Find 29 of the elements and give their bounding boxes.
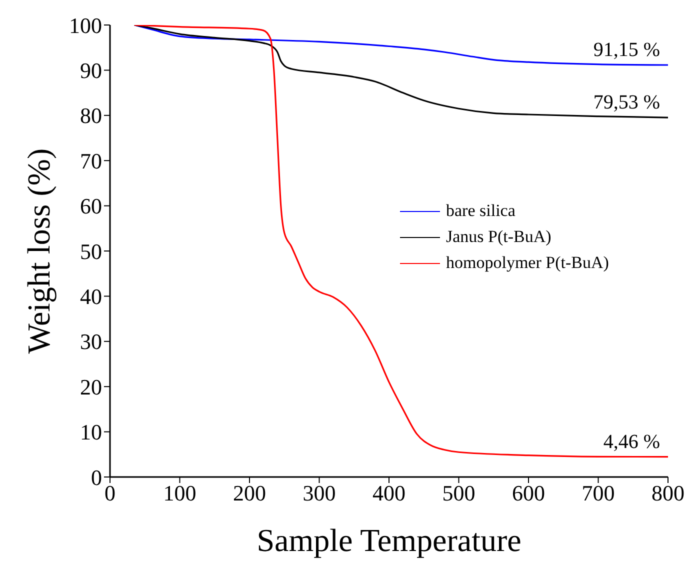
x-tick-label: 500 (442, 480, 476, 506)
y-tick-label: 30 (80, 329, 102, 354)
y-tick-label: 60 (80, 194, 102, 219)
x-tick-label: 800 (652, 480, 684, 506)
y-tick-label: 90 (80, 58, 102, 84)
x-tick-label: 100 (163, 480, 196, 506)
legend-label: bare silica (446, 200, 516, 222)
x-tick-label: 600 (512, 480, 545, 506)
legend-label: homopolymer P(t-BuA) (446, 252, 609, 274)
y-tick-label: 0 (91, 464, 102, 490)
y-tick-label: 70 (80, 148, 102, 174)
x-tick-label: 200 (233, 480, 266, 506)
line-series (134, 25, 668, 66)
y-tick-label: 100 (69, 12, 102, 38)
annotation: 79,53 % (593, 92, 660, 114)
y-tick-label: 20 (80, 374, 102, 400)
y-tick-label: 50 (80, 238, 102, 264)
annotation: 91,15 % (593, 39, 660, 61)
y-tick-label: 40 (80, 284, 102, 310)
x-axis-title: Sample Temperature (256, 522, 522, 558)
y-tick-label: 10 (80, 420, 102, 445)
y-tick-label: 80 (80, 103, 102, 128)
line-series (134, 25, 668, 458)
y-axis-title: Weight loss (%) (20, 148, 56, 354)
x-tick-label: 400 (372, 480, 406, 506)
x-tick-label: 300 (302, 480, 336, 506)
x-tick-label: 700 (582, 480, 615, 506)
annotation: 4,46 % (603, 430, 660, 453)
legend-label: Janus P(t-BuA) (446, 226, 552, 248)
